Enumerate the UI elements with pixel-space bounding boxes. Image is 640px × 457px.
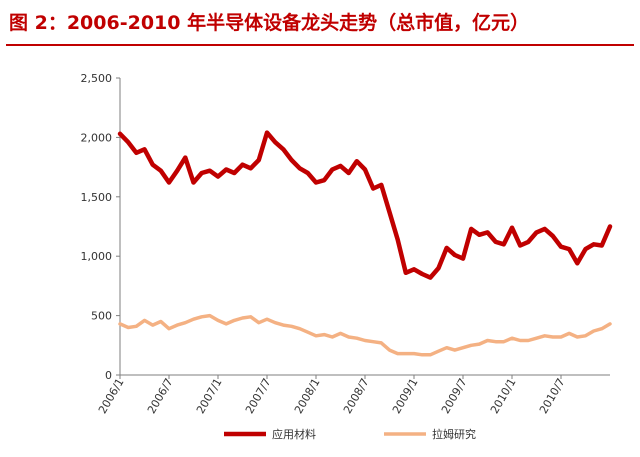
- legend: 应用材料 拉姆研究: [224, 427, 476, 441]
- x-tick-label: 2009/1: [390, 376, 421, 416]
- title-underline: [6, 44, 634, 46]
- series-line-applied-materials: [117, 130, 613, 280]
- legend-item-lam-research: 拉姆研究: [384, 427, 476, 441]
- y-tick-label: 2,500: [81, 72, 113, 85]
- x-tick-label: 2009/7: [439, 376, 470, 416]
- legend-label: 拉姆研究: [432, 427, 476, 441]
- x-tick-label: 2008/1: [292, 376, 323, 416]
- legend-label: 应用材料: [272, 427, 316, 441]
- x-tick-label: 2007/1: [194, 376, 225, 416]
- x-tick-label: 2006/1: [96, 376, 127, 416]
- x-tick-label: 2010/1: [488, 376, 519, 416]
- y-tick-label: 2,000: [81, 131, 113, 144]
- series-layer: [117, 130, 613, 357]
- y-tick-label: 1,500: [81, 191, 113, 204]
- series-line-lam-research: [118, 313, 612, 357]
- legend-item-applied-materials: 应用材料: [224, 427, 316, 441]
- x-tick-label: 2006/7: [145, 376, 176, 416]
- x-tick-label: 2008/7: [341, 376, 372, 416]
- y-tick-label: 1,000: [81, 250, 113, 263]
- y-tick-label: 500: [91, 310, 112, 323]
- x-tick-label: 2007/7: [243, 376, 274, 416]
- x-tick-label: 2010/7: [537, 376, 568, 416]
- y-tick-label: 0: [105, 369, 112, 382]
- axes: 0 500 1,000 1,500 2,000 2,500 2006/1 2006/7 2007…: [81, 72, 610, 416]
- chart-title: 图 2：2006-2010 年半导体设备龙头走势（总市值，亿元）: [9, 12, 530, 34]
